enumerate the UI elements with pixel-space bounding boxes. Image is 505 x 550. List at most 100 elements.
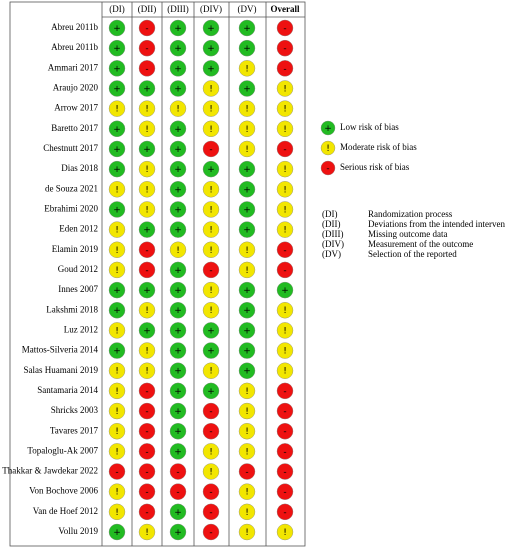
judgment-circle bbox=[202, 423, 220, 440]
judgment-symbol: + bbox=[174, 306, 182, 316]
judgment-symbol: ! bbox=[245, 246, 249, 256]
judgment-symbol: ! bbox=[209, 367, 213, 377]
judgment-symbol: - bbox=[145, 44, 148, 54]
study-name: Lakshmi 2018 bbox=[46, 304, 98, 314]
judgment-symbol: - bbox=[283, 145, 286, 155]
judgment-symbol: ! bbox=[115, 226, 119, 236]
judgment-symbol: - bbox=[283, 64, 286, 74]
judgment-circle bbox=[276, 140, 294, 158]
judgment-symbol: ! bbox=[115, 246, 119, 256]
judgment-circle bbox=[238, 100, 256, 117]
judgment-symbol: - bbox=[283, 447, 286, 457]
judgment-symbol: + bbox=[243, 286, 251, 296]
judgment-symbol: - bbox=[283, 508, 286, 518]
judgment-circle bbox=[108, 382, 126, 400]
judgment-symbol: ! bbox=[145, 205, 149, 215]
judgment-circle bbox=[138, 181, 156, 198]
judgment-symbol: + bbox=[243, 205, 251, 215]
study-name: Ammari 2017 bbox=[48, 62, 99, 72]
judgment-circle bbox=[108, 39, 126, 57]
table-frame bbox=[9, 1, 306, 547]
study-name: Salas Huamani 2019 bbox=[24, 365, 99, 375]
judgment-circle bbox=[202, 100, 220, 117]
judgment-circle bbox=[276, 402, 294, 420]
judgment-circle bbox=[169, 523, 187, 541]
judgment-symbol: ! bbox=[209, 246, 213, 256]
judgment-circle bbox=[108, 241, 126, 258]
judgment-circle bbox=[202, 19, 220, 37]
study-name: Van de Hoef 2012 bbox=[33, 506, 98, 516]
judgment-symbol: ! bbox=[115, 488, 119, 498]
judgment-symbol: + bbox=[174, 84, 182, 94]
judgment-symbol: + bbox=[174, 427, 182, 437]
judgment-symbol: + bbox=[174, 145, 182, 155]
judgment-symbol: ! bbox=[209, 205, 213, 215]
judgment-symbol: ! bbox=[245, 266, 249, 276]
judgment-circle bbox=[138, 342, 156, 359]
judgment-circle bbox=[202, 483, 220, 500]
judgment-circle bbox=[138, 302, 156, 319]
judgment-symbol: ! bbox=[283, 165, 287, 175]
judgment-circle bbox=[202, 503, 220, 521]
study-name: Vollu 2019 bbox=[58, 526, 98, 536]
study-name: Abreu 2011b bbox=[51, 22, 98, 32]
judgment-circle bbox=[169, 60, 187, 77]
judgment-circle bbox=[169, 281, 187, 299]
judgment-symbol: ! bbox=[145, 105, 149, 115]
judgment-circle bbox=[202, 382, 220, 400]
judgment-circle bbox=[276, 221, 294, 238]
judgment-circle bbox=[238, 342, 256, 359]
judgment-circle bbox=[238, 281, 256, 299]
judgment-symbol: - bbox=[283, 468, 286, 478]
column-header: (DIV) bbox=[200, 4, 222, 14]
judgment-symbol: ! bbox=[209, 105, 213, 115]
judgment-circle bbox=[138, 423, 156, 440]
study-name: Santamaria 2014 bbox=[37, 385, 98, 395]
judgment-symbol: - bbox=[283, 387, 286, 397]
judgment-symbol: - bbox=[283, 266, 286, 276]
judgment-circle bbox=[108, 60, 126, 77]
judgment-symbol: ! bbox=[283, 185, 287, 195]
judgment-circle bbox=[276, 443, 294, 460]
judgment-symbol: ! bbox=[283, 367, 287, 377]
judgment-symbol: ! bbox=[176, 246, 180, 256]
judgment-circle bbox=[138, 60, 156, 77]
judgment-symbol: ! bbox=[145, 528, 149, 538]
judgment-circle bbox=[238, 523, 256, 541]
column-header: Overall bbox=[271, 4, 300, 14]
judgment-circle bbox=[169, 483, 187, 500]
judgment-circle bbox=[108, 362, 126, 379]
judgment-symbol: ! bbox=[245, 387, 249, 397]
judgment-circle bbox=[169, 39, 187, 57]
judgment-circle bbox=[108, 261, 126, 279]
judgment-circle bbox=[169, 241, 187, 258]
judgment-symbol: + bbox=[143, 226, 151, 236]
judgment-symbol: + bbox=[113, 165, 121, 175]
judgment-symbol: - bbox=[209, 427, 212, 437]
legend-label: Serious risk of bias bbox=[340, 162, 410, 172]
judgment-symbol: + bbox=[113, 205, 121, 215]
judgment-symbol: ! bbox=[245, 105, 249, 115]
judgment-circle bbox=[138, 483, 156, 500]
judgment-circle bbox=[276, 39, 294, 57]
judgment-circle bbox=[238, 80, 256, 97]
study-name: Von Bochove 2006 bbox=[29, 486, 98, 496]
judgment-circle bbox=[276, 302, 294, 319]
judgment-symbol: ! bbox=[245, 145, 249, 155]
legend-circle bbox=[320, 120, 336, 136]
judgment-symbol: ! bbox=[245, 488, 249, 498]
study-name: Topaloglu-Ak 2007 bbox=[27, 445, 98, 455]
study-name: Elamin 2019 bbox=[52, 244, 99, 254]
judgment-circle bbox=[108, 342, 126, 359]
judgment-symbol: ! bbox=[283, 205, 287, 215]
judgment-symbol: - bbox=[176, 488, 179, 498]
judgment-symbol: + bbox=[243, 326, 251, 336]
judgment-circle bbox=[108, 402, 126, 420]
judgment-symbol: + bbox=[113, 64, 121, 74]
judgment-circle bbox=[238, 402, 256, 420]
judgment-circle bbox=[276, 483, 294, 500]
judgment-circle bbox=[169, 322, 187, 339]
judgment-circle bbox=[108, 523, 126, 541]
study-name: Mattos-Silveria 2014 bbox=[22, 345, 99, 355]
judgment-circle bbox=[276, 362, 294, 379]
